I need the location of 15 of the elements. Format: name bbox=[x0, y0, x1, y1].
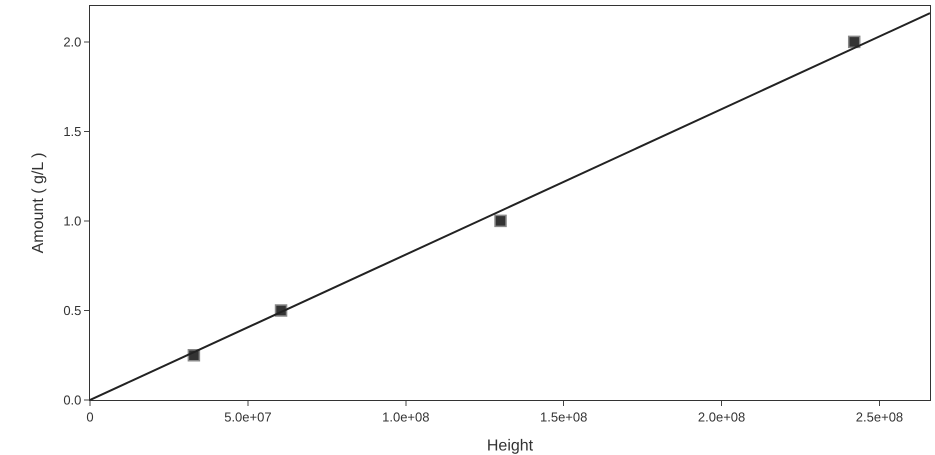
y-tick-label: 0.5 bbox=[63, 303, 82, 318]
x-tick-label: 2.5e+08 bbox=[856, 410, 904, 425]
y-tick-label: 1.0 bbox=[63, 213, 82, 228]
y-tick-label: 2.0 bbox=[63, 34, 82, 50]
y-tick-label: 1.5 bbox=[63, 124, 82, 139]
point bbox=[848, 36, 860, 48]
x-tick-label: 0 bbox=[86, 410, 94, 425]
x-tick-label: 5.0e+07 bbox=[224, 410, 272, 425]
y-axis-title: Amount ( g/L ) bbox=[30, 152, 48, 254]
x-tick-label: 1.5e+08 bbox=[540, 410, 588, 425]
x-tick-label: 2.0e+08 bbox=[698, 410, 746, 425]
x-tick-label: 1.0e+08 bbox=[382, 410, 430, 425]
point bbox=[494, 214, 507, 228]
y-tick-label: 0.0 bbox=[63, 392, 82, 408]
x-axis-title: Height bbox=[486, 437, 534, 454]
